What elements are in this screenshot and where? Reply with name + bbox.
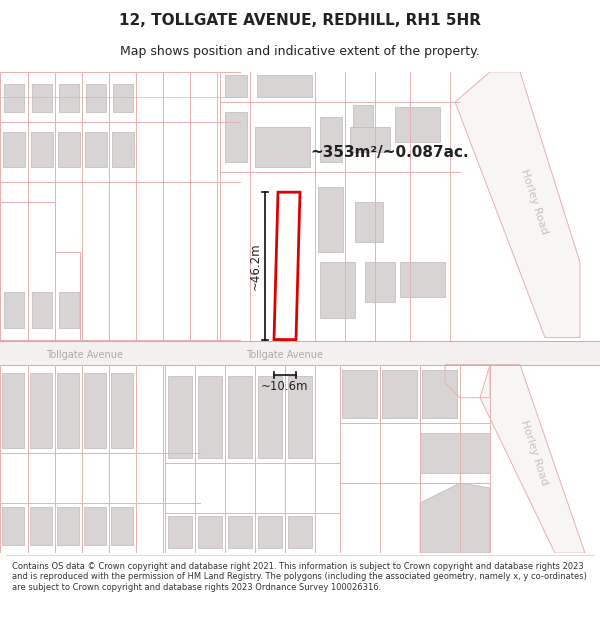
Bar xyxy=(85,132,107,167)
Bar xyxy=(2,507,24,545)
Bar xyxy=(255,127,310,167)
Bar xyxy=(0,341,600,364)
Polygon shape xyxy=(420,432,490,473)
Bar xyxy=(228,516,252,548)
Bar xyxy=(395,107,440,142)
Bar xyxy=(4,292,24,328)
Text: 12, TOLLGATE AVENUE, REDHILL, RH1 5HR: 12, TOLLGATE AVENUE, REDHILL, RH1 5HR xyxy=(119,12,481,28)
Bar xyxy=(382,369,417,418)
Bar xyxy=(258,376,282,458)
Bar xyxy=(112,132,134,167)
Bar xyxy=(257,75,312,97)
Polygon shape xyxy=(274,192,300,339)
Text: ~353m²/~0.087ac.: ~353m²/~0.087ac. xyxy=(310,144,469,159)
Bar xyxy=(57,507,79,545)
Bar xyxy=(3,132,25,167)
Text: Tollgate Avenue: Tollgate Avenue xyxy=(247,349,323,359)
Bar xyxy=(350,127,390,152)
Bar xyxy=(198,516,222,548)
Bar xyxy=(2,372,24,448)
Polygon shape xyxy=(480,364,585,553)
Bar xyxy=(228,376,252,458)
Bar xyxy=(258,516,282,548)
Bar xyxy=(422,369,457,418)
Bar xyxy=(30,372,52,448)
Bar xyxy=(355,202,383,242)
Text: Horley Road: Horley Road xyxy=(519,168,549,236)
Bar xyxy=(111,507,133,545)
Bar xyxy=(32,292,52,328)
Text: ~10.6m: ~10.6m xyxy=(261,380,309,393)
Bar xyxy=(353,105,373,127)
Bar xyxy=(84,507,106,545)
Bar xyxy=(225,112,247,162)
Bar xyxy=(111,372,133,448)
Bar xyxy=(288,516,312,548)
Bar xyxy=(318,187,343,253)
Bar xyxy=(31,132,53,167)
Bar xyxy=(32,84,52,112)
Bar xyxy=(59,84,79,112)
Bar xyxy=(225,75,247,97)
Bar xyxy=(57,372,79,448)
Text: Contains OS data © Crown copyright and database right 2021. This information is : Contains OS data © Crown copyright and d… xyxy=(12,562,587,591)
Text: ~46.2m: ~46.2m xyxy=(248,242,262,290)
Bar xyxy=(59,292,79,328)
Bar xyxy=(58,132,80,167)
Bar xyxy=(84,372,106,448)
Bar xyxy=(168,376,192,458)
Polygon shape xyxy=(420,483,490,553)
Bar xyxy=(86,84,106,112)
Polygon shape xyxy=(455,72,580,338)
Bar xyxy=(168,516,192,548)
Bar xyxy=(288,376,312,458)
Bar xyxy=(4,84,24,112)
Bar xyxy=(342,369,377,418)
Bar xyxy=(365,262,395,302)
Bar xyxy=(320,117,342,162)
Bar xyxy=(198,376,222,458)
Text: Tollgate Avenue: Tollgate Avenue xyxy=(47,349,124,359)
Bar xyxy=(113,84,133,112)
Bar xyxy=(320,262,355,318)
Bar xyxy=(30,507,52,545)
Text: Map shows position and indicative extent of the property.: Map shows position and indicative extent… xyxy=(120,45,480,58)
Bar xyxy=(400,262,445,298)
Text: Horley Road: Horley Road xyxy=(519,419,549,487)
